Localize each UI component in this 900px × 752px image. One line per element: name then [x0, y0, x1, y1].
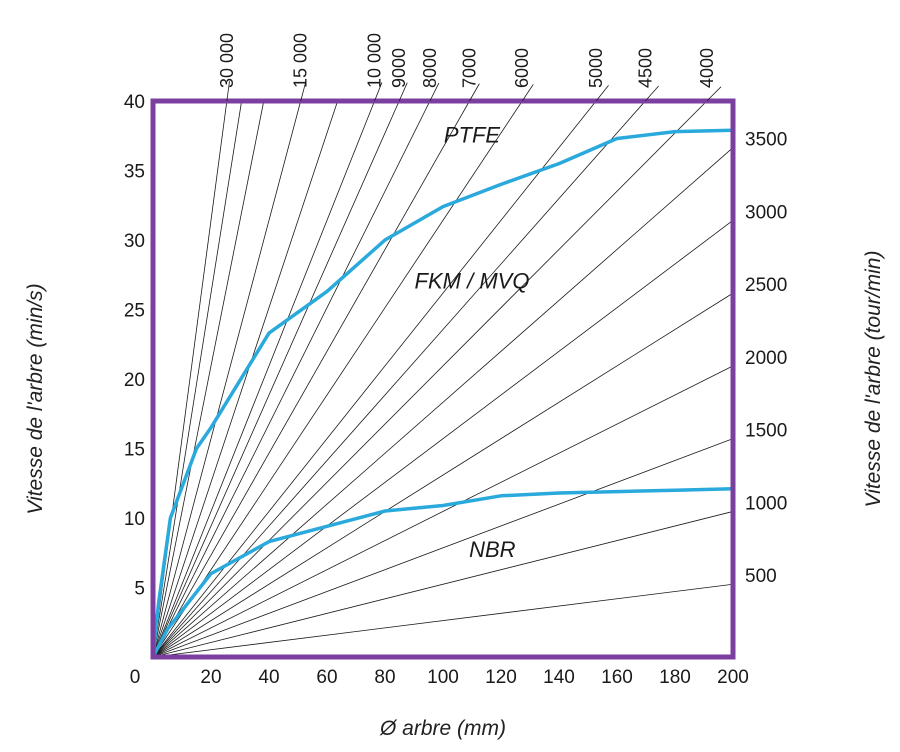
right-tick-label-3000: 3000 [745, 202, 787, 223]
right-tick-labels: 500 1000 1500 2000 2500 3000 3500 [745, 130, 787, 588]
top-tick-label-5000: 5000 [586, 48, 606, 88]
rpm-line-7000 [152, 100, 470, 658]
right-tick-label-1000: 1000 [745, 493, 787, 514]
top-tick-mark-8000 [429, 82, 440, 102]
x-tick-label-200: 200 [717, 667, 749, 688]
top-tick-label-4500: 4500 [635, 48, 655, 88]
y-tick-label-10: 10 [124, 509, 145, 530]
x-tick-labels: 0 20 40 60 80 100 120 140 160 180 200 [130, 667, 749, 688]
right-tick-label-2500: 2500 [745, 275, 787, 296]
rpm-line-3500 [152, 147, 734, 658]
top-tick-mark-5000 [595, 85, 609, 102]
x-tick-label-120: 120 [485, 667, 517, 688]
series-line-1 [151, 128, 735, 659]
series-curves [151, 128, 735, 659]
y-tick-label-30: 30 [124, 231, 145, 252]
x-tick-label-20: 20 [200, 667, 221, 688]
rpm-line-1500 [152, 438, 734, 658]
top-tick-labels: 30 000 15 000 10 000 9000 8000 7000 6000 5000 45… [217, 33, 722, 102]
y-tick-label-5: 5 [134, 579, 145, 600]
y-tick-label-25: 25 [124, 301, 145, 322]
x-tick-label-0: 0 [130, 667, 141, 688]
top-tick-mark-30000 [226, 81, 230, 102]
region-label-1: PTFE [444, 123, 501, 148]
top-tick-mark-10000 [374, 82, 383, 102]
rpm-line-4500 [152, 100, 646, 658]
region-label-2: FKM / MVQ [415, 269, 530, 294]
region-label-3: NBR [469, 537, 516, 562]
y-tick-labels: 5 10 15 20 25 30 35 40 [124, 92, 145, 600]
right-tick-label-3500: 3500 [745, 130, 787, 151]
x-tick-label-140: 140 [543, 667, 575, 688]
rpm-line-3000 [152, 219, 734, 658]
top-tick-mark-9000 [398, 82, 408, 102]
x-tick-label-100: 100 [427, 667, 459, 688]
top-tick-mark-4000 [706, 86, 722, 102]
rpm-line-9000 [152, 100, 400, 658]
top-tick-mark-7000 [469, 83, 480, 102]
x-tick-label-80: 80 [374, 667, 395, 688]
top-tick-mark-4500 [645, 85, 659, 102]
rpm-line-15000 [152, 100, 302, 658]
right-tick-label-2000: 2000 [745, 348, 787, 369]
rpm-line-10000 [152, 100, 375, 658]
x-tick-label-60: 60 [316, 667, 337, 688]
y-tick-label-15: 15 [124, 440, 145, 461]
top-tick-label-7000: 7000 [459, 48, 479, 88]
series-line-2 [151, 487, 735, 659]
top-tick-label-30000: 30 000 [217, 33, 237, 88]
rpm-line-2000 [152, 365, 734, 658]
x-axis-label: Ø arbre (mm) [379, 717, 506, 740]
x-tick-label-180: 180 [659, 667, 691, 688]
y-axis-label: Vitesse de l'arbre (min/s) [24, 283, 47, 514]
top-tick-label-4000: 4000 [697, 48, 717, 88]
rpm-line-8000 [152, 100, 431, 658]
right-tick-label-500: 500 [745, 566, 777, 587]
rpm-line-12000 [152, 100, 338, 658]
right-axis-label: Vitesse de l'arbre (tour/min) [862, 251, 885, 508]
plot-frame [150, 98, 736, 660]
top-tick-mark-6000 [521, 84, 534, 102]
top-tick-label-15000: 15 000 [291, 33, 311, 88]
y-tick-label-40: 40 [124, 92, 145, 113]
rpm-line-500 [152, 583, 734, 658]
rpm-line-2500 [152, 292, 734, 658]
top-tick-label-9000: 9000 [389, 48, 409, 88]
region-labels: PTFE FKM / MVQ NBR [415, 123, 530, 562]
top-tick-mark-15000 [300, 81, 307, 102]
top-tick-label-8000: 8000 [420, 48, 440, 88]
rpm-line-20000 [152, 100, 265, 658]
rpm-line-1000 [152, 511, 734, 658]
top-tick-label-10000: 10 000 [365, 33, 385, 88]
rpm-line-4000 [152, 100, 708, 658]
top-tick-label-6000: 6000 [512, 48, 532, 88]
right-tick-label-1500: 1500 [745, 421, 787, 442]
rpm-line-6000 [152, 100, 523, 658]
x-tick-label-160: 160 [601, 667, 633, 688]
x-tick-label-40: 40 [258, 667, 279, 688]
y-tick-label-35: 35 [124, 162, 145, 183]
y-tick-label-20: 20 [124, 370, 145, 391]
rpm-line-25000 [152, 100, 243, 658]
